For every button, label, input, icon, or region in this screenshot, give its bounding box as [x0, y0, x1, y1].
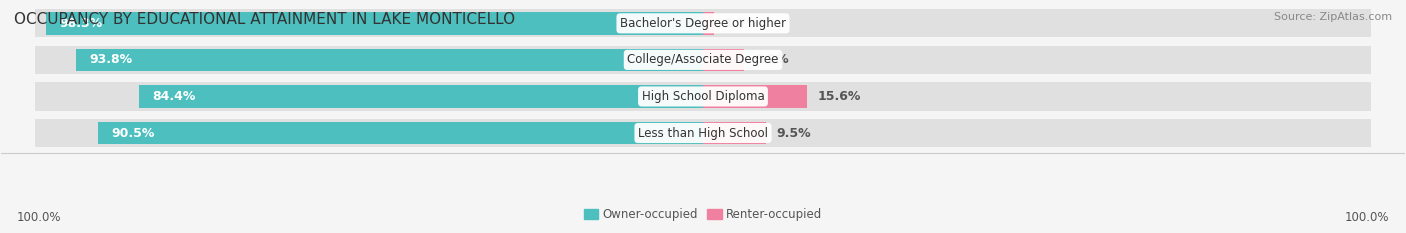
Bar	[703, 12, 714, 35]
Bar	[76, 48, 703, 71]
Text: OCCUPANCY BY EDUCATIONAL ATTAINMENT IN LAKE MONTICELLO: OCCUPANCY BY EDUCATIONAL ATTAINMENT IN L…	[14, 12, 515, 27]
Bar	[703, 9, 1371, 38]
Bar	[35, 82, 703, 110]
Bar	[703, 46, 1371, 74]
Text: 93.8%: 93.8%	[90, 53, 132, 66]
Text: 100.0%: 100.0%	[17, 211, 62, 224]
Text: High School Diploma: High School Diploma	[641, 90, 765, 103]
Bar	[703, 119, 1371, 147]
Text: 1.7%: 1.7%	[724, 17, 759, 30]
Bar	[703, 48, 744, 71]
Legend: Owner-occupied, Renter-occupied: Owner-occupied, Renter-occupied	[583, 208, 823, 221]
Bar	[98, 122, 703, 144]
Bar	[35, 46, 703, 74]
Text: Less than High School: Less than High School	[638, 127, 768, 140]
Text: Bachelor's Degree or higher: Bachelor's Degree or higher	[620, 17, 786, 30]
Text: 15.6%: 15.6%	[817, 90, 860, 103]
Bar	[703, 85, 807, 108]
Bar	[139, 85, 703, 108]
Text: 6.2%: 6.2%	[755, 53, 789, 66]
Text: 98.3%: 98.3%	[59, 17, 103, 30]
Text: College/Associate Degree: College/Associate Degree	[627, 53, 779, 66]
Text: 90.5%: 90.5%	[111, 127, 155, 140]
Bar	[703, 82, 1371, 110]
Text: Source: ZipAtlas.com: Source: ZipAtlas.com	[1274, 12, 1392, 22]
Bar	[46, 12, 703, 35]
Text: 84.4%: 84.4%	[152, 90, 195, 103]
Bar	[35, 119, 703, 147]
Text: 100.0%: 100.0%	[1344, 211, 1389, 224]
Bar	[703, 122, 766, 144]
Text: 9.5%: 9.5%	[776, 127, 811, 140]
Bar	[35, 9, 703, 38]
